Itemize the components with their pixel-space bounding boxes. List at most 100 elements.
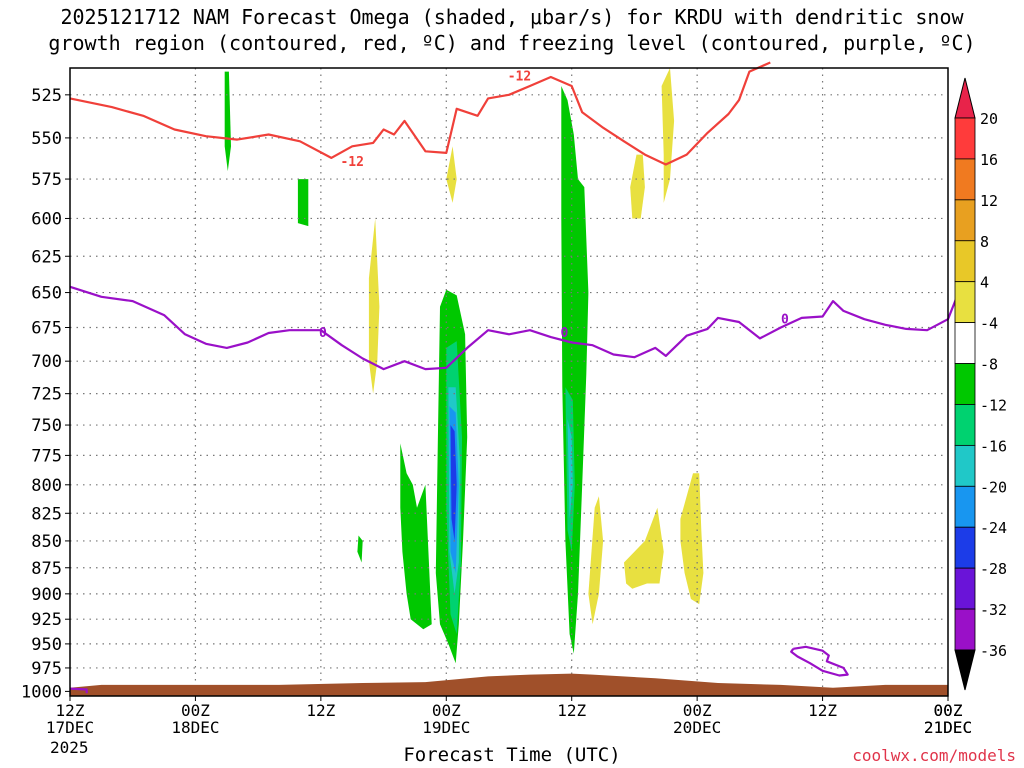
x-axis-title: Forecast Time (UTC) (403, 744, 621, 766)
colorbar-segment (954, 322, 976, 364)
freezing-label: 0 (781, 312, 789, 327)
colorbar-segment (954, 404, 976, 446)
omega-blob (400, 443, 432, 630)
colorbar-label: -4 (980, 315, 998, 333)
omega-shading (224, 68, 704, 664)
omega-blob (588, 496, 604, 625)
x-tick-label: 12Z (808, 701, 837, 720)
y-tick-label: 1000 (21, 682, 62, 702)
dgz-contour-line (69, 61, 771, 166)
x-tick-label: 00Z (181, 701, 210, 720)
x-tick-date: 18DEC (171, 718, 219, 737)
dgz-label: -12 (340, 155, 363, 170)
x-tick-label: 12Z (56, 701, 85, 720)
y-tick-label: 950 (31, 635, 62, 655)
omega-blob (680, 473, 704, 605)
x-tick-date: 21DEC (924, 718, 972, 737)
freezing-level-stub (69, 687, 88, 694)
title-line-1: 2025121712 NAM Forecast Omega (shaded, μ… (60, 5, 964, 29)
contour-lines: -12 -12 0 0 0 (69, 61, 969, 694)
colorbar-label: 12 (980, 192, 998, 210)
credit-link[interactable]: coolwx.com/models (852, 746, 1016, 765)
x-tick-label: 00Z (934, 701, 963, 720)
x-tick-label: 00Z (432, 701, 461, 720)
freezing-level-loop (790, 645, 849, 677)
dgz-label: -12 (508, 70, 531, 85)
y-tick-label: 725 (31, 385, 62, 405)
y-tick-label: 925 (31, 610, 62, 630)
colorbar: 20 16 12 8 4 -4 -8 -12 -16 -20 -24 -28 -32 -36 (954, 77, 1007, 691)
colorbar-label: 4 (980, 274, 989, 292)
colorbar-segment (954, 158, 976, 201)
x-tick-label: 00Z (934, 701, 963, 720)
omega-blob (450, 425, 457, 541)
colorbar-label: -8 (980, 356, 998, 374)
omega-blob (630, 154, 645, 219)
y-tick-label: 575 (31, 170, 62, 190)
omega-blob (224, 71, 231, 171)
y-tick-label: 525 (31, 86, 62, 106)
colorbar-label: -20 (980, 478, 1007, 496)
title-line-2: growth region (contoured, red, ºC) and f… (48, 31, 976, 55)
colorbar-segment (954, 240, 976, 283)
plot-frame (69, 67, 949, 697)
grid-lines (70, 68, 948, 696)
colorbar-segment (954, 117, 976, 160)
colorbar-segment (954, 567, 976, 610)
y-tick-label: 600 (31, 209, 62, 229)
colorbar-label: -16 (980, 437, 1007, 455)
colorbar-segment (954, 608, 976, 651)
y-tick-label: 975 (31, 659, 62, 679)
omega-blob (661, 68, 675, 203)
x-tick-label: 12Z (306, 701, 335, 720)
y-tick-label: 775 (31, 446, 62, 466)
colorbar-segment (954, 199, 976, 242)
y-tick-label: 650 (31, 284, 62, 304)
x-tick-date: 20DEC (673, 718, 721, 737)
x-tick-label: 12Z (557, 701, 586, 720)
colorbar-label: -28 (980, 560, 1007, 578)
omega-blob (561, 86, 589, 654)
colorbar-segment (954, 485, 976, 528)
colorbar-top-arrow (954, 77, 976, 119)
y-tick-label: 850 (31, 532, 62, 552)
y-tick-label: 900 (31, 585, 62, 605)
y-tick-label: 875 (31, 559, 62, 579)
freezing-label: 0 (319, 326, 327, 341)
terrain-area (70, 673, 948, 696)
colorbar-label: -36 (980, 642, 1007, 660)
colorbar-label: -12 (980, 396, 1007, 414)
y-tick-label: 675 (31, 319, 62, 339)
y-tick-label: 625 (31, 247, 62, 267)
colorbar-bottom-arrow (954, 649, 976, 691)
x-tick-label: 00Z (683, 701, 712, 720)
y-tick-label: 750 (31, 416, 62, 436)
omega-blob (567, 418, 573, 519)
x-tick-date: 17DEC (46, 718, 94, 737)
colorbar-label: 8 (980, 233, 989, 251)
y-tick-label: 550 (31, 129, 62, 149)
x-tick-date: 19DEC (422, 718, 470, 737)
y-tick-label: 825 (31, 504, 62, 524)
y-axis: 525 550 575 600 625 650 675 700 725 750 775 800 825 8… (21, 86, 70, 702)
colorbar-label: -32 (980, 601, 1007, 619)
year-label: 2025 (50, 738, 89, 757)
omega-blob (624, 507, 664, 589)
omega-blob (357, 535, 363, 563)
y-tick-label: 800 (31, 476, 62, 496)
freezing-label: 0 (560, 326, 568, 341)
omega-blob (297, 179, 309, 227)
colorbar-segment (954, 281, 976, 324)
colorbar-segment (954, 526, 976, 569)
colorbar-label: -24 (980, 519, 1007, 537)
freezing-level-line (69, 285, 969, 371)
chart-title: 2025121712 NAM Forecast Omega (shaded, μ… (0, 4, 1024, 56)
x-tick-date: 21DEC (924, 718, 972, 737)
colorbar-label: 20 (980, 110, 998, 128)
y-tick-label: 700 (31, 352, 62, 372)
colorbar-label: 16 (980, 151, 998, 169)
colorbar-segment (954, 444, 976, 487)
terrain-fill (70, 673, 948, 696)
